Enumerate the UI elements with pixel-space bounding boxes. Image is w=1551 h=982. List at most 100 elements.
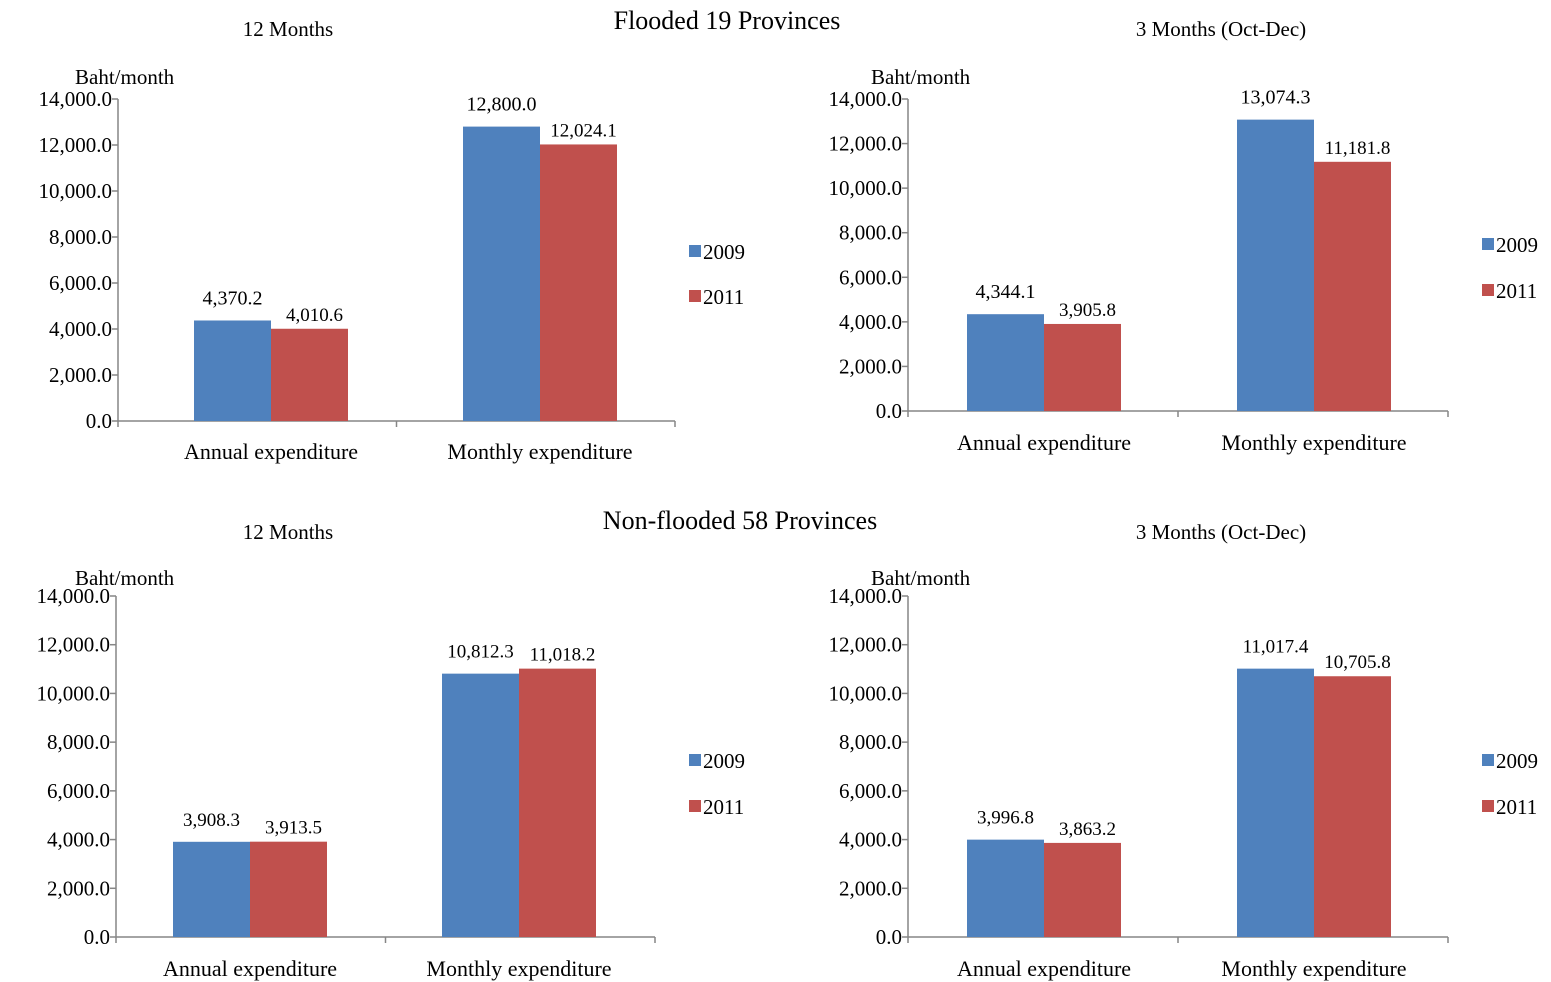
y-tick-label: 12,000.0 (37, 633, 111, 657)
y-tick-label: 0.0 (84, 925, 110, 949)
y-tick-label: 12,000.0 (829, 132, 903, 156)
legend-swatch-2011 (689, 800, 701, 812)
legend-label: 2011 (703, 795, 744, 819)
bar-2009 (463, 126, 540, 421)
y-tick-label: 8,000.0 (49, 225, 112, 249)
legend-swatch-2009 (1482, 754, 1494, 766)
data-label: 10,812.3 (447, 642, 514, 663)
bar-2011 (1044, 842, 1121, 937)
chart-title: 12 Months (243, 17, 333, 41)
legend-label: 2009 (1496, 749, 1538, 773)
y-tick-label: 4,000.0 (839, 828, 902, 852)
y-tick-label: 14,000.0 (829, 584, 903, 608)
data-label: 4,370.2 (203, 287, 263, 309)
y-tick-label: 6,000.0 (47, 779, 110, 803)
y-tick-label: 4,000.0 (839, 310, 902, 334)
y-tick-label: 0.0 (876, 925, 902, 949)
y-axis-unit-label: Baht/month (75, 65, 175, 89)
data-label: 3,905.8 (1059, 300, 1116, 321)
y-tick-label: 2,000.0 (47, 876, 110, 900)
bar-2011 (1314, 161, 1391, 411)
category-label: Monthly expenditure (1221, 430, 1406, 455)
data-label: 4,010.6 (286, 305, 343, 326)
y-axis-unit-label: Baht/month (871, 566, 971, 590)
y-tick-label: 10,000.0 (829, 681, 903, 705)
y-axis-unit-label: Baht/month (75, 566, 175, 590)
bar-2011 (540, 144, 617, 422)
data-label: 3,996.8 (977, 808, 1034, 829)
y-tick-label: 8,000.0 (47, 730, 110, 754)
y-tick-label: 6,000.0 (839, 779, 902, 803)
y-tick-label: 2,000.0 (839, 876, 902, 900)
data-label: 3,863.2 (1059, 819, 1116, 840)
data-label: 11,018.2 (530, 645, 596, 666)
category-label: Monthly expenditure (426, 956, 611, 981)
y-tick-label: 4,000.0 (49, 317, 112, 341)
legend-swatch-2009 (689, 245, 701, 257)
bar-2009 (967, 314, 1044, 411)
bar-2011 (271, 328, 348, 421)
data-label: 13,074.3 (1241, 87, 1311, 109)
category-label: Annual expenditure (163, 956, 337, 981)
bar-2011 (1044, 323, 1121, 411)
legend-swatch-2011 (1482, 284, 1494, 296)
y-tick-label: 4,000.0 (47, 828, 110, 852)
y-tick-label: 2,000.0 (49, 363, 112, 387)
y-tick-label: 10,000.0 (829, 176, 903, 200)
y-tick-label: 12,000.0 (829, 633, 903, 657)
section-title-flooded: Flooded 19 Provinces (613, 6, 841, 35)
section-title-non-flooded: Non-flooded 58 Provinces (602, 506, 878, 535)
y-tick-label: 2,000.0 (839, 354, 902, 378)
bar-2009 (1237, 668, 1314, 937)
bar-2009 (194, 320, 271, 421)
legend-label: 2009 (1496, 233, 1538, 257)
bar-2009 (1237, 119, 1314, 411)
y-tick-label: 8,000.0 (839, 221, 902, 245)
y-tick-label: 14,000.0 (37, 584, 111, 608)
y-tick-label: 0.0 (86, 409, 112, 433)
legend-label: 2011 (1496, 795, 1537, 819)
data-label: 11,181.8 (1325, 138, 1391, 159)
category-label: Annual expenditure (184, 439, 358, 464)
y-tick-label: 12,000.0 (39, 133, 113, 157)
data-label: 4,344.1 (976, 281, 1036, 303)
data-label: 3,908.3 (183, 810, 240, 831)
data-label: 12,800.0 (467, 94, 537, 116)
chart-title: 3 Months (Oct-Dec) (1136, 17, 1306, 41)
y-tick-label: 14,000.0 (829, 87, 903, 111)
data-label: 3,913.5 (265, 818, 322, 839)
y-tick-label: 6,000.0 (49, 271, 112, 295)
data-label: 10,705.8 (1324, 652, 1391, 673)
legend-swatch-2009 (689, 754, 701, 766)
legend-label: 2011 (1496, 279, 1537, 303)
data-label: 12,024.1 (550, 120, 617, 141)
y-tick-label: 6,000.0 (839, 265, 902, 289)
chart-title: 12 Months (243, 520, 333, 544)
y-tick-label: 14,000.0 (39, 87, 113, 111)
legend-label: 2011 (703, 285, 744, 309)
category-label: Monthly expenditure (447, 439, 632, 464)
legend-swatch-2011 (689, 290, 701, 302)
bar-2011 (519, 668, 596, 937)
legend-label: 2009 (703, 240, 745, 264)
y-tick-label: 10,000.0 (37, 681, 111, 705)
y-tick-label: 8,000.0 (839, 730, 902, 754)
bar-2009 (967, 839, 1044, 937)
bar-2011 (250, 841, 327, 937)
legend-swatch-2009 (1482, 238, 1494, 250)
data-label: 11,017.4 (1243, 637, 1309, 658)
y-tick-label: 10,000.0 (39, 179, 113, 203)
legend-swatch-2011 (1482, 800, 1494, 812)
bar-2009 (442, 673, 519, 937)
y-axis-unit-label: Baht/month (871, 65, 971, 89)
y-tick-label: 0.0 (876, 399, 902, 423)
category-label: Annual expenditure (957, 430, 1131, 455)
bar-2011 (1314, 676, 1391, 937)
chart-title: 3 Months (Oct-Dec) (1136, 520, 1306, 544)
category-label: Monthly expenditure (1221, 956, 1406, 981)
bar-2009 (173, 841, 250, 937)
